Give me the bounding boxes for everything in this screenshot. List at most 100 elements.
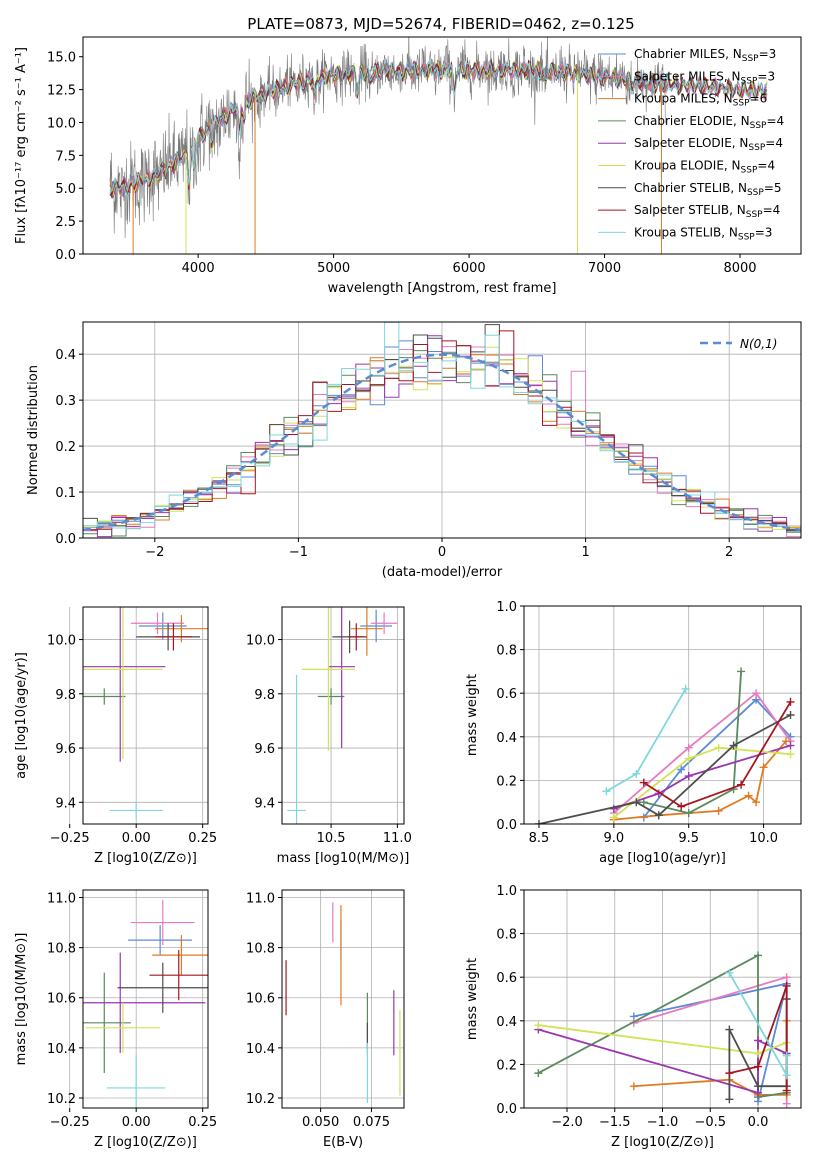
y-tick-label: 0.0 <box>55 248 76 263</box>
marker-salpeter_stelib <box>737 780 746 789</box>
y-tick-label: 9.6 <box>55 742 76 757</box>
x-axis-label: Z [log10(Z/Z⊙)] <box>94 851 197 866</box>
y-tick-label: 15.0 <box>47 51 76 66</box>
marker-chabrier_stelib <box>729 741 738 750</box>
x-tick-label: −1.0 <box>647 1115 679 1130</box>
marker-kroupa_stelib <box>782 1071 791 1080</box>
panel-spectrum: 4000 5000 6000 7000 8000 0.0 2.5 5.0 7.5 10.0 12.5… <box>14 36 802 296</box>
y-axis-label: Normed distribution <box>26 365 41 495</box>
y-tick-label: 0.4 <box>496 1015 517 1030</box>
x-tick-label: −0.25 <box>50 831 90 846</box>
x-tick-label: 4000 <box>182 261 215 276</box>
marker-kroupa_miles <box>752 798 761 807</box>
y-tick-label: 9.4 <box>254 796 275 811</box>
axes-frame <box>82 36 802 255</box>
x-tick-label: 10.5 <box>317 831 346 846</box>
y-tick-label: 10.8 <box>47 942 76 957</box>
y-tick-label: 10.2 <box>47 1092 76 1107</box>
normal-curve-line <box>83 353 801 532</box>
marker-chabrier_stelib <box>725 1025 734 1034</box>
y-tick-label: 9.8 <box>55 688 76 703</box>
x-tick-label: −0.25 <box>50 1115 90 1130</box>
x-tick-label: 0.075 <box>353 1115 390 1130</box>
x-tick-label: 1 <box>581 545 589 560</box>
marker-salpeter_miles <box>782 973 791 982</box>
x-axis-label: (data-model)/error <box>382 565 503 580</box>
x-axis-label: age [log10(age/yr)] <box>599 851 726 866</box>
marker-kroupa_miles <box>744 791 753 800</box>
y-tick-label: 10.0 <box>47 116 76 131</box>
x-tick-label: −0.5 <box>694 1115 726 1130</box>
y-tick-label: 10.0 <box>47 634 76 649</box>
y-tick-label: 0.2 <box>55 440 76 455</box>
model-line-kroupa_stelib <box>109 59 768 196</box>
marker-salpeter_miles <box>684 743 693 752</box>
y-tick-label: 0.1 <box>55 486 76 501</box>
x-tick-label: 9.0 <box>603 831 624 846</box>
y-tick-label: 9.6 <box>254 742 275 757</box>
x-axis-label: Z [log10(Z/Z⊙)] <box>611 1135 714 1150</box>
x-tick-label: 0 <box>438 545 446 560</box>
y-tick-label: 10.6 <box>47 992 76 1007</box>
x-tick-label: −2.0 <box>551 1115 583 1130</box>
series-line-kroupa_stelib <box>605 688 687 793</box>
axes-frame <box>281 606 405 825</box>
y-axis-label: mass weight <box>465 674 480 756</box>
marker-kroupa_stelib <box>602 787 611 796</box>
x-tick-label: −2 <box>145 545 164 560</box>
marker-salpeter_stelib <box>782 1086 791 1095</box>
y-tick-label: 0.2 <box>496 1058 517 1073</box>
legend-entry: Chabrier MILES, NSSP=3 <box>634 47 776 64</box>
legend-entry: Kroupa ELODIE, NSSP=4 <box>634 159 775 176</box>
panel-age_vs_Z: −0.25 0.00 0.25 9.4 9.6 9.8 10.0 Z [log10(Z/Z⊙)… <box>14 606 217 866</box>
y-tick-label: 0.2 <box>496 774 517 789</box>
series-line-salpeter_miles <box>613 691 792 814</box>
legend-entry: Salpeter STELIB, NSSP=4 <box>634 203 780 220</box>
x-tick-label: 7000 <box>588 261 621 276</box>
marker-kroupa_stelib <box>782 1051 791 1060</box>
y-tick-label: 0.0 <box>496 818 517 833</box>
marker-chabrier_stelib <box>632 798 641 807</box>
y-tick-label: 0.4 <box>55 348 76 363</box>
marker-kroupa_miles <box>714 806 723 815</box>
marker-chabrier_miles <box>677 765 686 774</box>
x-tick-label: 5000 <box>317 261 350 276</box>
x-tick-label: 0.25 <box>188 831 217 846</box>
marker-chabrier_elodie <box>754 951 763 960</box>
legend-entry-normal: N(0,1) <box>740 337 777 351</box>
y-tick-label: 11.0 <box>47 892 76 907</box>
y-tick-label: 0.3 <box>55 394 76 409</box>
plot-area <box>83 322 801 538</box>
legend-entry: Chabrier STELIB, NSSP=5 <box>634 181 782 198</box>
marker-kroupa_stelib <box>681 684 690 693</box>
marker-chabrier_stelib <box>786 711 795 719</box>
x-axis-label: Z [log10(Z/Z⊙)] <box>94 1135 197 1150</box>
y-tick-label: 0.0 <box>55 532 76 547</box>
y-tick-label: 10.8 <box>246 942 275 957</box>
x-tick-label: −1.5 <box>599 1115 631 1130</box>
y-tick-label: 10.2 <box>246 1092 275 1107</box>
x-tick-label: 9.5 <box>678 831 699 846</box>
marker-kroupa_stelib <box>725 968 734 977</box>
spectrum-title: PLATE=0873, MJD=52674, FIBERID=0462, z=0… <box>247 15 634 33</box>
marker-chabrier_elodie <box>639 798 648 807</box>
marker-salpeter_elodie <box>786 741 795 750</box>
panel-massweight_vs_age: 8.5 9.0 9.5 10.0 0.0 0.2 0.4 0.6 0.8 1.0 age [log1… <box>465 600 802 866</box>
marker-chabrier_stelib <box>654 811 663 820</box>
legend-entry: Salpeter ELODIE, NSSP=4 <box>634 136 783 153</box>
y-axis-label: mass weight <box>465 958 480 1040</box>
plot-area <box>109 37 768 254</box>
marker-salpeter_stelib <box>639 778 648 787</box>
y-tick-label: 12.5 <box>47 84 76 99</box>
x-tick-label: 10.0 <box>749 831 778 846</box>
plot-area <box>287 607 398 824</box>
marker-chabrier_stelib <box>754 1082 763 1091</box>
axes-frame <box>82 889 209 1109</box>
panel-mass_vs_ebv: 0.050 0.075 10.2 10.4 10.6 10.8 11.0 E(B-V) <box>246 889 405 1150</box>
marker-chabrier_stelib <box>534 820 543 824</box>
y-tick-label: 0.4 <box>496 731 517 746</box>
plot-area <box>83 900 208 1108</box>
marker-kroupa_elodie <box>684 754 693 763</box>
y-tick-label: 9.4 <box>55 796 76 811</box>
marker-salpeter_elodie <box>754 1036 763 1045</box>
